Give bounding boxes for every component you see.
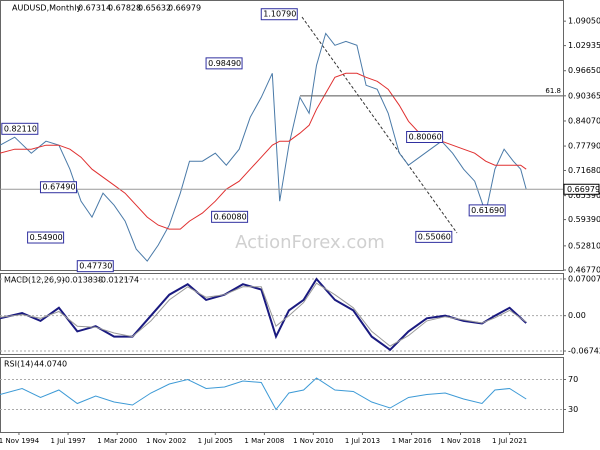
annotation-label: 1.10790 — [263, 10, 296, 19]
annotation-label: 0.60080 — [214, 212, 247, 221]
rsi-title: RSI(14) — [4, 360, 33, 369]
ohlc: 0.66979 — [168, 4, 201, 13]
y-tick-label: 1.02935 — [568, 41, 600, 50]
x-tick-label: 1 Nov 2002 — [146, 437, 186, 445]
annotation-label: 0.55060 — [418, 232, 451, 241]
y-tick-label: -0.067423 — [568, 347, 600, 356]
watermark: ActionForex.com — [235, 232, 385, 253]
macd-title: MACD(12,26,9) — [4, 276, 65, 285]
annotation-label: 0.80060 — [409, 132, 442, 141]
y-tick-label: 1.09050 — [568, 17, 600, 26]
y-tick-label: 0.59390 — [568, 215, 600, 224]
annotation-label: 0.47730 — [79, 262, 112, 271]
x-tick-label: 1 Jul 2013 — [345, 437, 380, 445]
annotation-box — [468, 204, 506, 217]
ohlc: 0.67828 — [108, 4, 141, 13]
annotation-box — [27, 231, 65, 244]
series-line — [0, 282, 527, 347]
price-panel — [0, 0, 564, 271]
series-line — [0, 277, 527, 352]
annotation-box — [205, 57, 243, 70]
macd-reading: -0.012174 — [98, 276, 139, 285]
macd-panel — [0, 273, 564, 355]
annotation-box — [76, 260, 114, 273]
annotation-box — [415, 230, 453, 243]
x-tick-label: 1 Mar 2008 — [244, 437, 284, 445]
x-tick-label: 1 Nov 1994 — [0, 437, 40, 445]
macd-reading: -0.013838 — [62, 276, 103, 285]
rsi-reading: 44.0740 — [34, 360, 67, 369]
annotation-label: 0.67490 — [42, 183, 75, 192]
x-tick-label: 1 Jul 1997 — [50, 437, 85, 445]
symbol: AUDUSD,Monthly — [12, 4, 81, 13]
y-tick-label: 0.52810 — [568, 241, 600, 250]
annotation-box — [1, 122, 39, 135]
x-tick-label: 1 Mar 2016 — [392, 437, 432, 445]
y-tick-label: 0.46770 — [568, 266, 600, 275]
annotation-label: 0.82110 — [4, 124, 37, 133]
y-tick-label: 70 — [568, 375, 578, 384]
annotation-box — [39, 181, 77, 194]
last-price-label: 0.66979 — [567, 185, 600, 194]
x-tick-label: 1 Nov 2010 — [293, 437, 333, 445]
y-tick-label: 0.90365 — [568, 91, 600, 100]
x-tick-label: 1 Jul 2005 — [198, 437, 233, 445]
annotation-box — [260, 8, 298, 21]
annotation-box — [211, 210, 249, 223]
fib-label: 61.8 — [545, 87, 561, 95]
annotation-label: 0.54900 — [30, 233, 63, 242]
y-tick-label: 30 — [568, 405, 578, 414]
annotation-box — [406, 130, 444, 143]
annotation-label: 0.98490 — [208, 59, 241, 68]
y-tick-label: 0.00 — [568, 311, 586, 320]
series-line — [0, 32, 527, 262]
ohlc: 0.67314 — [78, 4, 111, 13]
series-line — [0, 377, 527, 411]
y-tick-label: 0.77790 — [568, 142, 600, 151]
header: AUDUSD,Monthly 0.67314 0.67828 0.65632 0… — [4, 4, 201, 369]
x-tick-label: 1 Mar 2000 — [97, 437, 137, 445]
y-tick-label: 0.84070 — [568, 116, 600, 125]
trend-line — [301, 16, 458, 234]
ohlc: 0.65632 — [138, 4, 171, 13]
y-tick-label: 0.65390 — [568, 191, 600, 200]
series-line — [0, 72, 527, 230]
y-tick-label: 0.070071 — [568, 274, 600, 283]
x-tick-label: 1 Nov 2018 — [440, 437, 480, 445]
x-tick-label: 1 Jul 2021 — [492, 437, 527, 445]
rsi-panel — [0, 357, 564, 433]
last-price-box — [563, 183, 600, 195]
y-tick-label: 0.96650 — [568, 66, 600, 75]
y-tick-label: 0.71680 — [568, 166, 600, 175]
annotation-label: 0.61690 — [471, 206, 504, 215]
